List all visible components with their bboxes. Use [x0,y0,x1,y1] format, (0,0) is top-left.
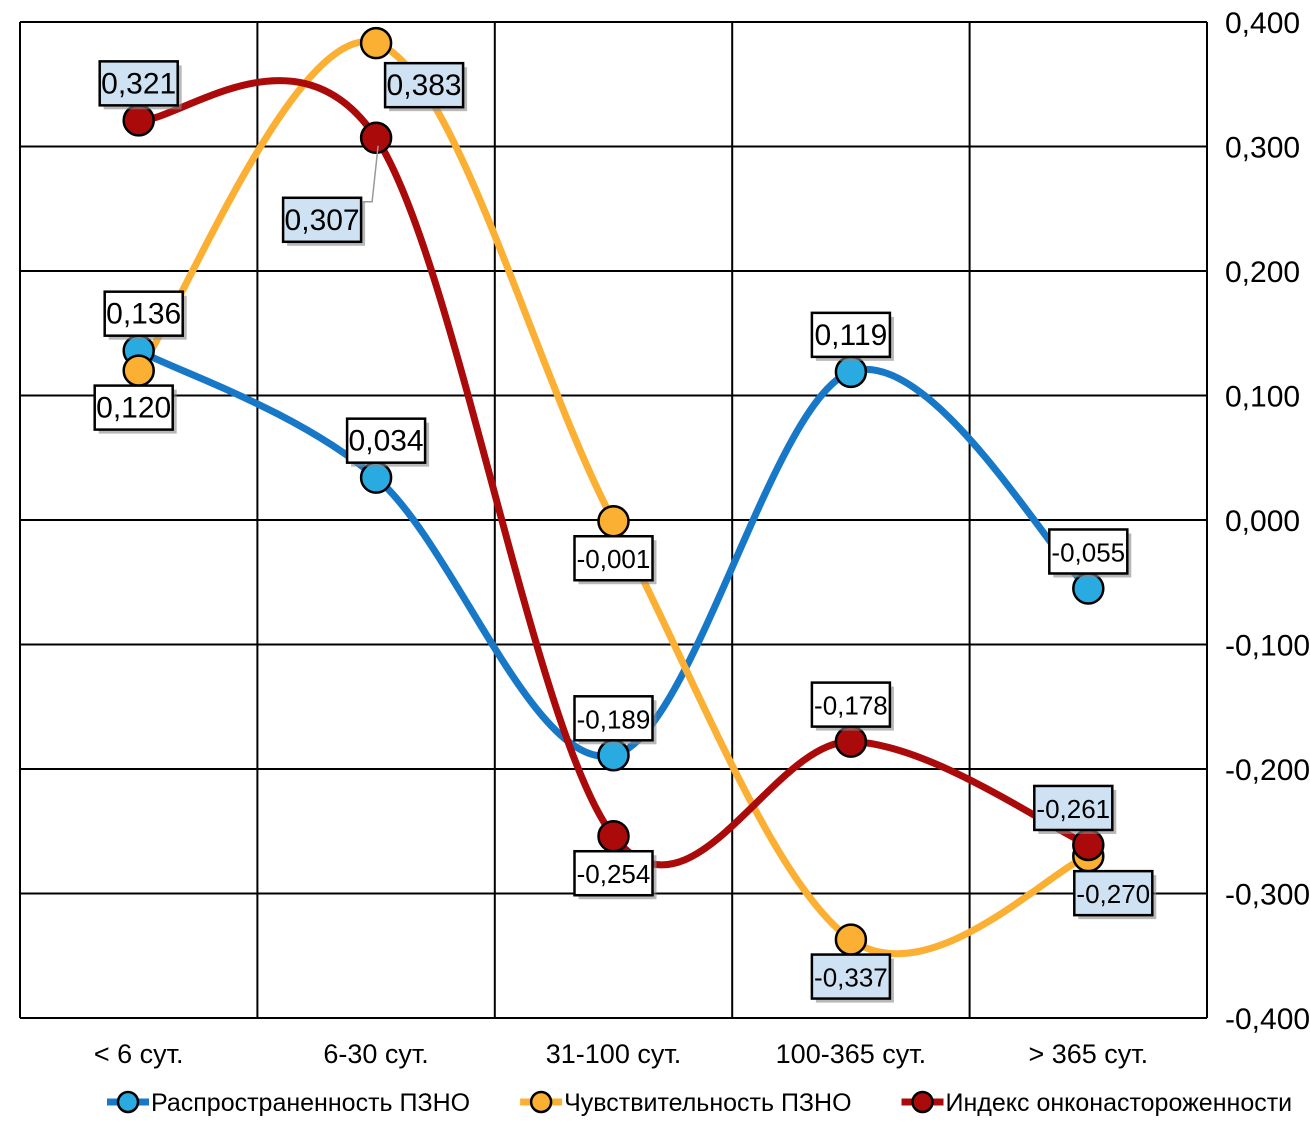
svg-text:0,307: 0,307 [285,204,360,237]
svg-text:-0,001: -0,001 [577,544,651,574]
svg-text:0,136: 0,136 [106,298,181,331]
svg-text:-0,200: -0,200 [1225,754,1310,787]
svg-text:-0,261: -0,261 [1036,794,1110,824]
svg-text:0,400: 0,400 [1225,7,1300,40]
svg-text:Распространенность ПЗНО: Распространенность ПЗНО [151,1089,470,1117]
svg-text:> 365 сут.: > 365 сут. [1028,1039,1148,1069]
svg-text:31-100 сут.: 31-100 сут. [546,1039,681,1069]
svg-text:-0,337: -0,337 [814,963,888,993]
svg-text:0,000: 0,000 [1225,505,1300,538]
svg-text:0,300: 0,300 [1225,132,1300,165]
svg-text:-0,300: -0,300 [1225,879,1310,912]
svg-text:0,119: 0,119 [814,319,887,352]
svg-text:-0,100: -0,100 [1225,630,1310,663]
svg-text:-0,400: -0,400 [1225,1003,1310,1036]
svg-text:6-30 сут.: 6-30 сут. [323,1039,428,1069]
svg-text:100-365 сут.: 100-365 сут. [776,1039,926,1069]
svg-text:0,100: 0,100 [1225,381,1300,414]
svg-text:0,200: 0,200 [1225,256,1300,289]
svg-text:-0,055: -0,055 [1051,537,1125,567]
svg-text:Чувствительность ПЗНО: Чувствительность ПЗНО [564,1089,851,1117]
svg-text:Индекс онконастороженности: Индекс онконастороженности [946,1089,1293,1117]
svg-text:-0,270: -0,270 [1076,879,1150,909]
svg-text:0,321: 0,321 [101,67,176,100]
svg-text:0,383: 0,383 [387,69,462,102]
svg-text:-0,178: -0,178 [814,691,888,721]
svg-text:0,120: 0,120 [96,392,171,425]
svg-text:-0,189: -0,189 [577,704,651,734]
svg-text:-0,254: -0,254 [577,859,651,889]
svg-text:0,034: 0,034 [349,425,424,458]
svg-text:< 6 сут.: < 6 сут. [94,1039,184,1069]
